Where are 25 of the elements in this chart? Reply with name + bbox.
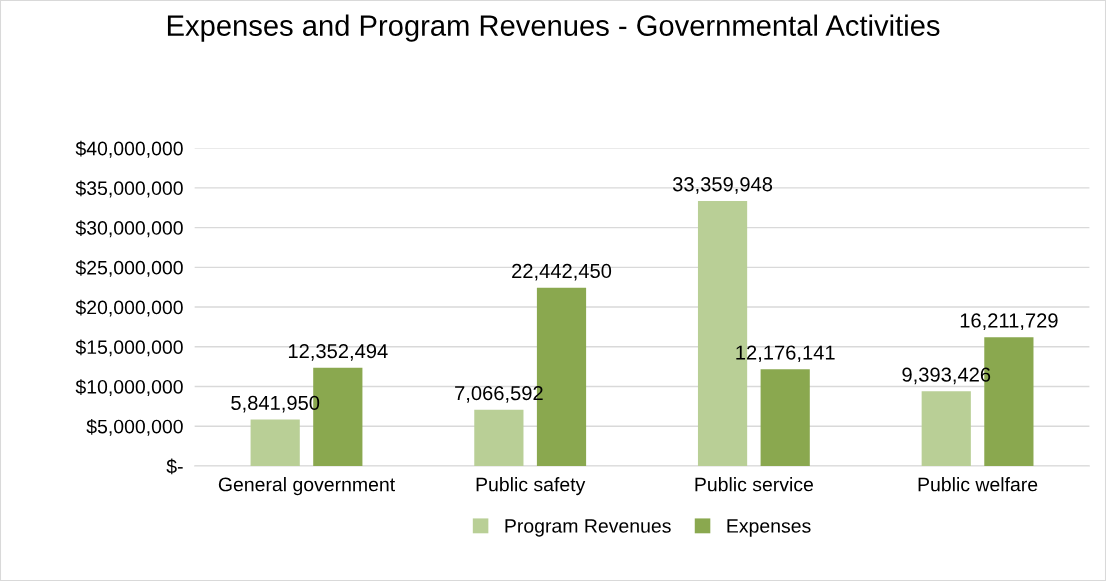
y-tick-label: $10,000,000 <box>75 379 183 397</box>
y-tick-label: $20,000,000 <box>75 299 183 317</box>
chart-title: Expenses and Program Revenues - Governmental Activities <box>167 14 940 42</box>
legend-label: Expenses <box>727 519 811 537</box>
y-tick-label: $15,000,000 <box>75 339 183 357</box>
y-tick-label: $30,000,000 <box>75 220 183 238</box>
data-label: 33,359,948 <box>672 177 773 194</box>
x-tick-label: Public welfare <box>918 477 1038 492</box>
y-tick-label: $5,000,000 <box>86 418 183 436</box>
y-tick-label: $- <box>166 458 183 475</box>
data-label: 22,442,450 <box>512 263 612 281</box>
y-tick-label: $40,000,000 <box>75 140 183 158</box>
bar <box>474 409 524 466</box>
legend-label: Program Revenues <box>505 519 671 537</box>
x-tick-label: General government <box>218 477 395 496</box>
data-label: 16,211,729 <box>960 313 1058 330</box>
data-label: 12,176,141 <box>736 345 835 363</box>
y-tick-label: $35,000,000 <box>75 180 183 198</box>
bar <box>921 391 971 466</box>
x-tick-label: Public safety <box>476 477 586 496</box>
data-label: 12,352,494 <box>288 344 388 361</box>
bar <box>250 419 300 466</box>
y-tick-label: $25,000,000 <box>75 259 183 277</box>
bar <box>760 369 810 466</box>
x-tick-label: Public service <box>695 477 813 492</box>
